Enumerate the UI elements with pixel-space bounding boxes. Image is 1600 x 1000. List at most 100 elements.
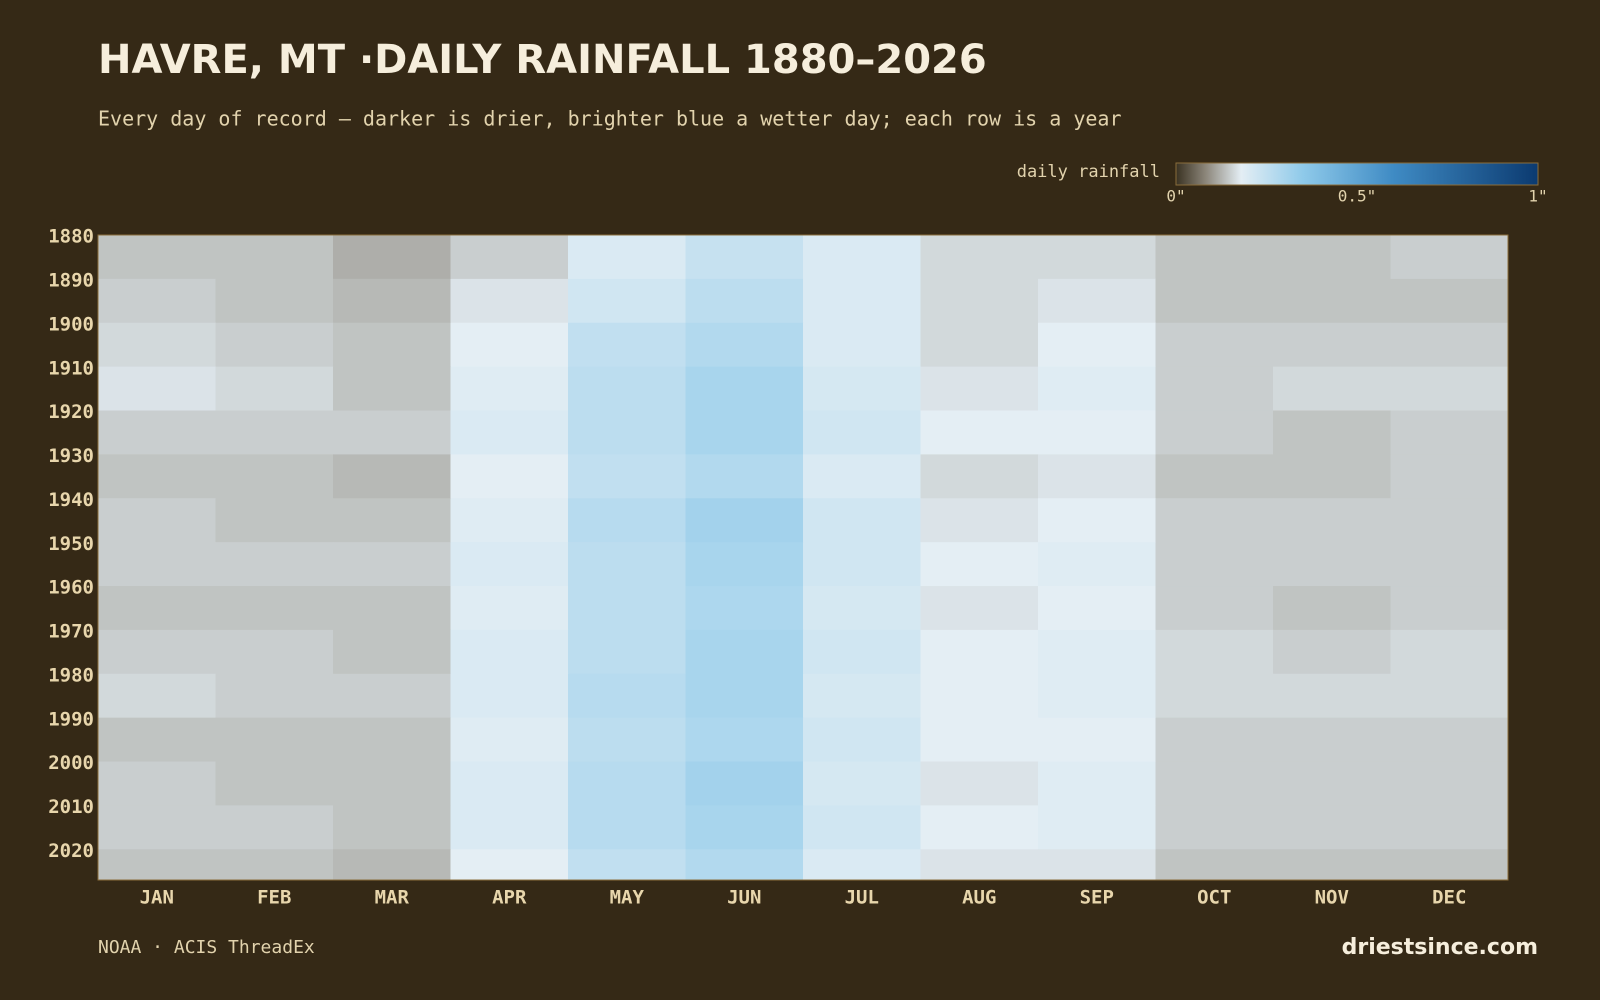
heat-cell: [333, 235, 451, 280]
heat-cell: [1390, 366, 1509, 412]
heat-cell: [803, 410, 921, 455]
heat-cell: [215, 498, 334, 543]
heat-cell: [685, 278, 804, 324]
heat-cell: [450, 366, 569, 412]
y-tick-label: 1910: [48, 357, 94, 379]
y-tick-label: 1930: [48, 445, 94, 467]
y-tick-label: 1920: [48, 401, 94, 423]
heat-cell: [1273, 586, 1391, 631]
y-tick-label: 1970: [48, 621, 94, 643]
heat-cell: [1273, 278, 1391, 324]
heat-cell: [1155, 849, 1274, 881]
heat-cell: [920, 366, 1039, 412]
heat-cell: [803, 498, 921, 543]
heat-cell: [215, 586, 334, 631]
heat-cell: [215, 454, 334, 499]
y-tick-label: 1980: [48, 664, 94, 686]
heat-cell: [215, 629, 334, 675]
heat-cell: [215, 366, 334, 412]
heat-cell: [920, 586, 1039, 631]
heat-cell: [333, 410, 451, 455]
source: NOAA · ACIS ThreadEx: [98, 937, 315, 958]
colorbar-tick-label: 0": [1166, 187, 1185, 206]
heat-cell: [920, 278, 1039, 324]
heat-cell: [450, 454, 569, 499]
heat-cell: [333, 586, 451, 631]
heat-cell: [685, 849, 804, 881]
heat-cell: [1155, 498, 1274, 543]
heat-cell: [803, 322, 921, 368]
heat-cell: [450, 805, 569, 850]
heat-cell: [1273, 322, 1391, 368]
heat-cell: [685, 542, 804, 587]
heat-cell: [1038, 849, 1156, 881]
heat-cell: [1273, 410, 1391, 455]
heat-cell: [1155, 366, 1274, 412]
heat-cell: [1038, 454, 1156, 499]
heat-cell: [685, 454, 804, 499]
heat-cell: [1155, 761, 1274, 806]
heat-cell: [803, 761, 921, 806]
heat-cell: [803, 849, 921, 881]
y-tick-label: 1900: [48, 313, 94, 335]
heat-cell: [568, 849, 686, 881]
heat-cell: [1038, 629, 1156, 675]
colorbar-tick-label: 1": [1528, 187, 1547, 206]
heat-cell: [98, 454, 216, 499]
heat-cell: [568, 278, 686, 324]
heat-cell: [450, 849, 569, 881]
heat-cell: [803, 805, 921, 850]
heat-cell: [568, 629, 686, 675]
heat-cell: [333, 366, 451, 412]
heat-cell: [1390, 629, 1509, 675]
heat-cell: [920, 761, 1039, 806]
heat-cell: [1390, 849, 1509, 881]
y-tick-label: 1960: [48, 577, 94, 599]
heat-cell: [98, 410, 216, 455]
heat-cell: [98, 278, 216, 324]
heat-cell: [803, 717, 921, 763]
heat-cell: [1390, 278, 1509, 324]
heat-cell: [685, 410, 804, 455]
heat-cell: [215, 673, 334, 719]
heat-cell: [450, 498, 569, 543]
heat-cell: [1038, 673, 1156, 719]
heat-cell: [920, 235, 1039, 280]
heat-cell: [1155, 235, 1274, 280]
y-tick-label: 1880: [48, 226, 94, 248]
heat-cell: [333, 629, 451, 675]
heat-cell: [1155, 717, 1274, 763]
heat-cell: [1273, 849, 1391, 881]
heat-cell: [920, 322, 1039, 368]
heat-cell: [568, 235, 686, 280]
heat-cell: [1038, 410, 1156, 455]
heat-cell: [1038, 542, 1156, 587]
heat-cell: [1390, 498, 1509, 543]
heat-cell: [685, 366, 804, 412]
heat-cell: [98, 586, 216, 631]
heat-cell: [803, 629, 921, 675]
heat-cell: [920, 629, 1039, 675]
heat-cell: [568, 586, 686, 631]
heat-cell: [803, 278, 921, 324]
x-tick-label: FEB: [257, 887, 291, 909]
heat-cell: [1155, 454, 1274, 499]
heat-cell: [1273, 366, 1391, 412]
heat-cell: [920, 849, 1039, 881]
heat-cell: [685, 322, 804, 368]
x-tick-label: SEP: [1080, 887, 1114, 909]
heat-cell: [1155, 322, 1274, 368]
x-tick-label: JUN: [727, 887, 761, 909]
heat-cell: [803, 542, 921, 587]
heat-cell: [215, 322, 334, 368]
heat-cell: [450, 322, 569, 368]
heat-cell: [450, 542, 569, 587]
y-tick-label: 1890: [48, 270, 94, 292]
heat-cell: [1390, 542, 1509, 587]
heat-cell: [333, 454, 451, 499]
plot-frame: [97, 234, 1509, 881]
heat-cell: [1390, 410, 1509, 455]
heat-cell: [98, 322, 216, 368]
heat-cell: [803, 586, 921, 631]
heat-cell: [685, 805, 804, 850]
